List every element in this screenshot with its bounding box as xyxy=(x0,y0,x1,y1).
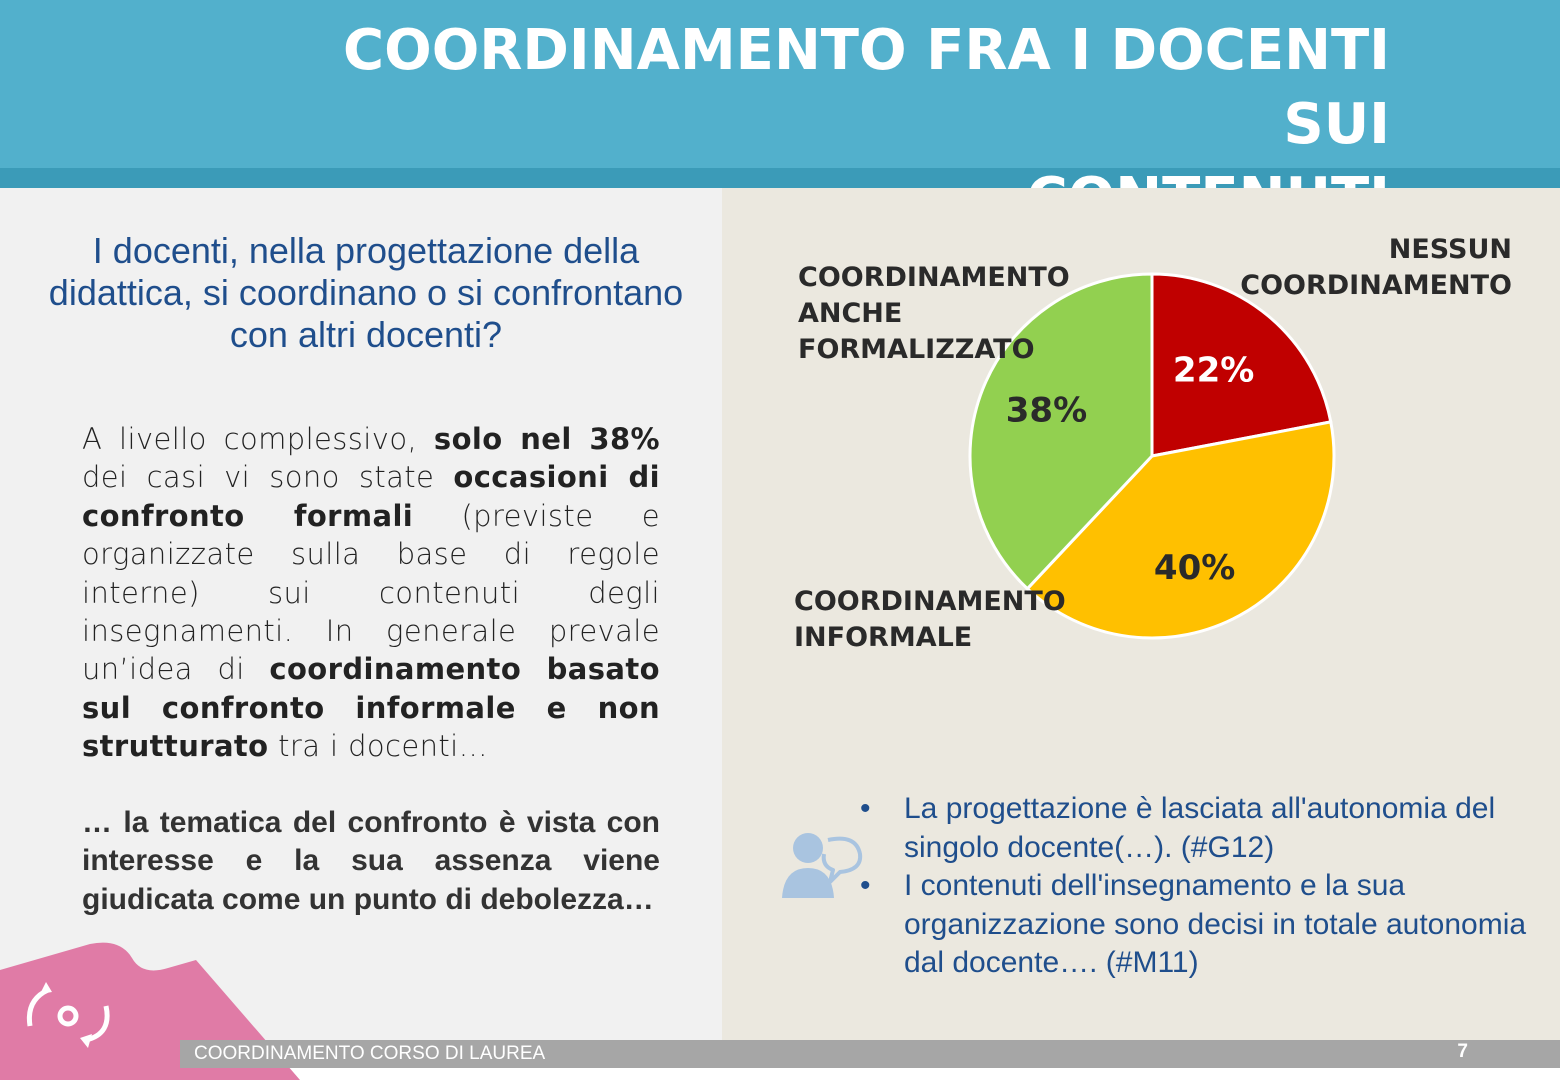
question-heading: I docenti, nella progettazione della did… xyxy=(48,230,684,355)
pie-slice xyxy=(1150,272,1333,458)
page-number: 7 xyxy=(1457,1041,1468,1062)
label-nessun-line-2: COORDINAMENTO xyxy=(1240,270,1512,301)
label-informale-line-1: COORDINAMENTO xyxy=(794,586,1066,617)
para1-bold-1: solo nel 38% xyxy=(433,422,661,456)
label-coordinamento-informale: COORDINAMENTO INFORMALE xyxy=(794,584,1066,656)
summary-paragraph: A livello complessivo, solo nel 38% dei … xyxy=(82,420,660,766)
label-nessun-line-1: NESSUN xyxy=(1388,234,1512,265)
label-formalizzato-line-2: ANCHE xyxy=(798,298,903,329)
pie-value-label: 38% xyxy=(1006,390,1087,430)
para1-text-4: tra i docenti… xyxy=(268,729,489,764)
header-underline xyxy=(0,168,1560,188)
left-panel xyxy=(0,188,722,1040)
pie-chart: 22% 40% 38% xyxy=(968,272,1336,640)
pie-value-label: 22% xyxy=(1173,350,1254,390)
pie-value-label: 40% xyxy=(1154,548,1235,588)
pie-slice xyxy=(1025,420,1336,640)
para1-text-3: (previste e organizzate sulla base di re… xyxy=(82,498,660,687)
quote-item: La progettazione è lasciata all'autonomi… xyxy=(856,790,1556,867)
para1-text-2: dei casi vi sono state xyxy=(82,460,454,495)
label-formalizzato-line-3: FORMALIZZATO xyxy=(798,334,1035,365)
para1-bold-3: coordinamento basato sul confronto infor… xyxy=(82,652,660,764)
label-nessun-coordinamento: NESSUN COORDINAMENTO xyxy=(1240,232,1512,304)
pie-chart-area: 22% 40% 38% NESSUN COORDINAMENTO COORDINAM… xyxy=(722,188,1560,1040)
label-informale-line-2: INFORMALE xyxy=(794,622,973,653)
label-coordinamento-formalizzato: COORDINAMENTO ANCHE FORMALIZZATO xyxy=(798,260,1070,368)
footer-text: COORDINAMENTO CORSO DI LAUREA xyxy=(194,1043,546,1064)
quote-list: La progettazione è lasciata all'autonomi… xyxy=(856,790,1556,983)
user-speech-icon xyxy=(782,833,863,898)
para1-text-1: A livello complessivo, xyxy=(82,422,434,456)
pie-slice xyxy=(968,272,1154,591)
label-formalizzato-line-1: COORDINAMENTO xyxy=(798,262,1070,293)
interest-paragraph: … la tematica del confronto è vista con … xyxy=(82,806,660,916)
quote-item: I contenuti dell'insegnamento e la sua o… xyxy=(856,867,1556,983)
title-line-1: COORDINAMENTO FRA I DOCENTI SUI xyxy=(343,18,1390,157)
header-bar xyxy=(0,0,1560,188)
para1-bold-2: occasioni di confronto formali xyxy=(82,460,661,533)
footer-bar: COORDINAMENTO CORSO DI LAUREA 7 xyxy=(180,1040,1560,1068)
